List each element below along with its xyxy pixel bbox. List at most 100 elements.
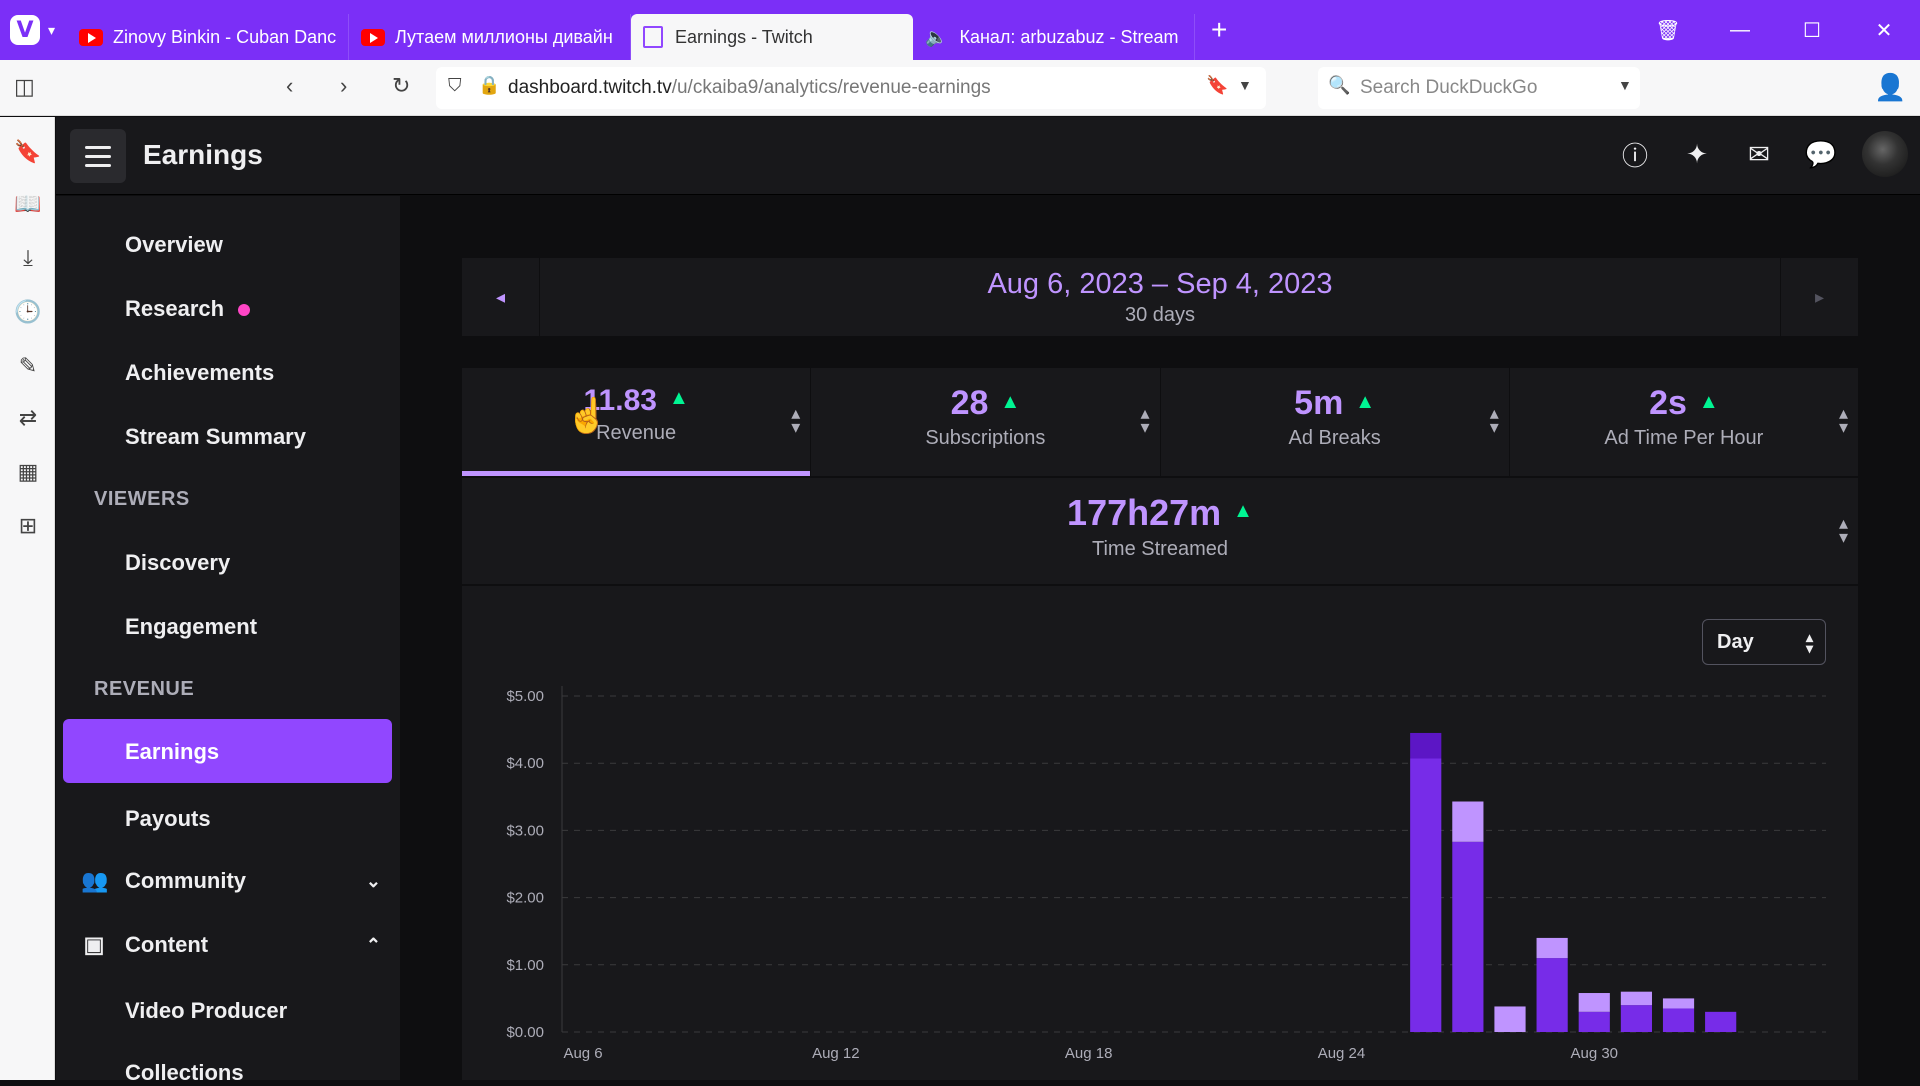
url-field[interactable]: ⛉ 🔒 dashboard.twitch.tv/u/ckaiba9/analyt… (436, 67, 1266, 109)
browser-tab[interactable]: 🔈 Канал: arbuzabuz - Stream (913, 14, 1196, 60)
downloads-icon[interactable]: ⤓ (23, 245, 33, 270)
trend-up-icon: ▲ (1233, 500, 1253, 522)
bookmarks-icon[interactable]: 🔖 (14, 139, 42, 164)
speaker-icon[interactable]: 🔈 (925, 26, 948, 47)
previous-range-button[interactable]: ◂ (462, 258, 540, 336)
sidebar-group-label: Content (125, 932, 209, 957)
chart-bar (1536, 958, 1568, 1032)
minimize-button[interactable]: — (1730, 18, 1750, 41)
notes-icon[interactable]: ✎ (18, 353, 38, 378)
add-panel-icon[interactable]: ⊞ (18, 513, 38, 538)
section-heading-revenue: REVENUE (94, 678, 195, 700)
main-content: ◂ Aug 6, 2023 – Sep 4, 2023 30 days ▸ 11… (400, 196, 1920, 1080)
reading-list-icon[interactable]: 📖 (14, 191, 42, 216)
browser-tab-active[interactable]: Earnings - Twitch (631, 14, 914, 60)
calendar-icon[interactable]: ▦ (17, 459, 39, 484)
chart-bar (1410, 758, 1442, 1032)
inbox-icon[interactable]: ✉ (1748, 138, 1770, 169)
sidebar-item-label: Collections (125, 1060, 244, 1085)
menu-button[interactable] (70, 129, 126, 183)
stat-card-time-streamed[interactable]: 177h27m ▲ Time Streamed ▴ ▾ (462, 478, 1858, 584)
sidebar-item-collections[interactable]: Collections (125, 1060, 244, 1086)
chevron-down-icon[interactable]: ▼ (1618, 77, 1632, 93)
tab-label: Earnings - Twitch (675, 26, 813, 47)
sidebar-item-achievements[interactable]: Achievements (125, 360, 274, 386)
sidebar-item-research[interactable]: Research (125, 296, 251, 322)
browser-side-panel: 🔖 📖 ⤓ 🕒 ✎ ⇄ ▦ ⊞ (0, 117, 55, 1080)
stat-label: Time Streamed (1092, 538, 1228, 560)
vivaldi-menu-icon[interactable]: V (10, 15, 40, 45)
nav-icons: ⓘ ✦ ✉ 💬 (1604, 131, 1908, 177)
stat-card-revenue[interactable]: 11.83 ▲ Revenue ▴ ▾ (462, 368, 812, 476)
mouse-cursor: ☝ (566, 397, 609, 435)
stat-label: Revenue (596, 422, 677, 444)
sidebar-item-overview[interactable]: Overview (125, 232, 223, 258)
chart-bar (1536, 937, 1568, 959)
trash-icon[interactable]: 🗑 (1655, 19, 1681, 42)
x-tick-label: Aug 12 (812, 1045, 860, 1062)
chart-bar (1410, 732, 1442, 759)
sort-icon[interactable]: ▴ ▾ (791, 403, 801, 437)
chevron-down-icon: ⌄ (365, 870, 381, 891)
forward-icon[interactable]: › (340, 73, 348, 98)
granularity-select[interactable]: Day ▴ ▾ (1702, 619, 1826, 665)
sort-icon[interactable]: ▴ ▾ (1140, 403, 1150, 437)
help-icon[interactable]: ⓘ (1621, 140, 1648, 171)
chart-bar (1662, 1008, 1695, 1032)
sidebar-item-engagement[interactable]: Engagement (125, 614, 257, 640)
sort-icon[interactable]: ▴ ▾ (1838, 403, 1848, 437)
profile-icon[interactable]: 👤 (1874, 72, 1907, 102)
lock-icon[interactable]: 🔒 (478, 75, 501, 95)
stat-label: Subscriptions (925, 427, 1046, 449)
whispers-icon[interactable]: 💬 (1804, 138, 1838, 169)
date-range-days: 30 days (1124, 304, 1196, 326)
sidebar-item-stream-summary[interactable]: Stream Summary (125, 424, 306, 450)
chevron-down-icon[interactable]: ▼ (1238, 77, 1252, 93)
back-icon[interactable]: ‹ (286, 73, 294, 98)
sort-icon[interactable]: ▴ ▾ (1838, 513, 1848, 547)
sidebar-item-label: Engagement (125, 614, 258, 639)
sidebar-item-label: Earnings (125, 739, 220, 764)
trend-up-icon: ▲ (1698, 391, 1719, 413)
stat-card-ad-time-per-hour[interactable]: 2s ▲ Ad Time Per Hour ▴ ▾ (1510, 368, 1858, 476)
sidebar-group-content[interactable]: ▣ Content ⌃ (81, 932, 381, 958)
sidebar-group-community[interactable]: 👥 Community ⌄ (81, 868, 381, 894)
chart-bar (1452, 801, 1484, 842)
history-icon[interactable]: 🕒 (14, 299, 42, 324)
search-input[interactable]: 🔍 Search DuckDuckGo ▼ (1318, 67, 1640, 109)
maximize-button[interactable]: ☐ (1803, 19, 1821, 42)
sparkle-icon[interactable]: ✦ (1686, 138, 1708, 169)
avatar[interactable] (1862, 131, 1908, 177)
search-icon: 🔍 (1328, 75, 1351, 95)
sidebar-item-payouts[interactable]: Payouts (125, 806, 211, 832)
chart-bar (1620, 1005, 1652, 1032)
sidebar-item-label: Discovery (125, 550, 231, 575)
date-range-label[interactable]: Aug 6, 2023 – Sep 4, 2023 (987, 268, 1333, 300)
stat-cards: 11.83 ▲ Revenue ▴ ▾ 28 ▲ Subscriptions ▴ ▾ 5… (462, 368, 1858, 476)
date-range-selector: ◂ Aug 6, 2023 – Sep 4, 2023 30 days ▸ (462, 258, 1858, 336)
stat-card-subscriptions[interactable]: 28 ▲ Subscriptions ▴ ▾ (811, 368, 1161, 476)
translate-icon[interactable]: ⇄ (18, 405, 38, 430)
close-button[interactable]: ✕ (1875, 19, 1893, 42)
sidebar-item-label: Stream Summary (125, 424, 306, 449)
sidebar-item-discovery[interactable]: Discovery (125, 550, 230, 576)
y-tick-label: $5.00 (506, 688, 544, 705)
sidebar-item-label: Video Producer (125, 998, 288, 1023)
bookmark-icon[interactable]: 🔖 (1206, 75, 1229, 95)
browser-tab[interactable]: Лутаем миллионы дивайн (349, 14, 632, 60)
next-range-button[interactable]: ▸ (1780, 258, 1858, 336)
new-tab-button[interactable]: + (1211, 14, 1228, 45)
trend-up-icon: ▲ (1355, 391, 1376, 413)
youtube-icon (361, 28, 386, 46)
chart-bar (1452, 841, 1484, 1032)
reload-icon[interactable]: ↻ (392, 73, 411, 98)
panel-toggle-icon[interactable]: ◫ (14, 74, 35, 99)
shield-icon[interactable]: ⛉ (448, 75, 462, 95)
browser-tab[interactable]: Zinovy Binkin - Cuban Dance (67, 14, 350, 60)
sort-icon[interactable]: ▴ ▾ (1489, 403, 1499, 437)
chevron-down-icon[interactable]: ▾ (48, 21, 56, 38)
sidebar-item-video-producer[interactable]: Video Producer (125, 998, 287, 1024)
sidebar-item-label: Payouts (125, 806, 211, 831)
stat-card-ad-breaks[interactable]: 5m ▲ Ad Breaks ▴ ▾ (1161, 368, 1510, 476)
sidebar-item-earnings[interactable]: Earnings (63, 719, 392, 783)
